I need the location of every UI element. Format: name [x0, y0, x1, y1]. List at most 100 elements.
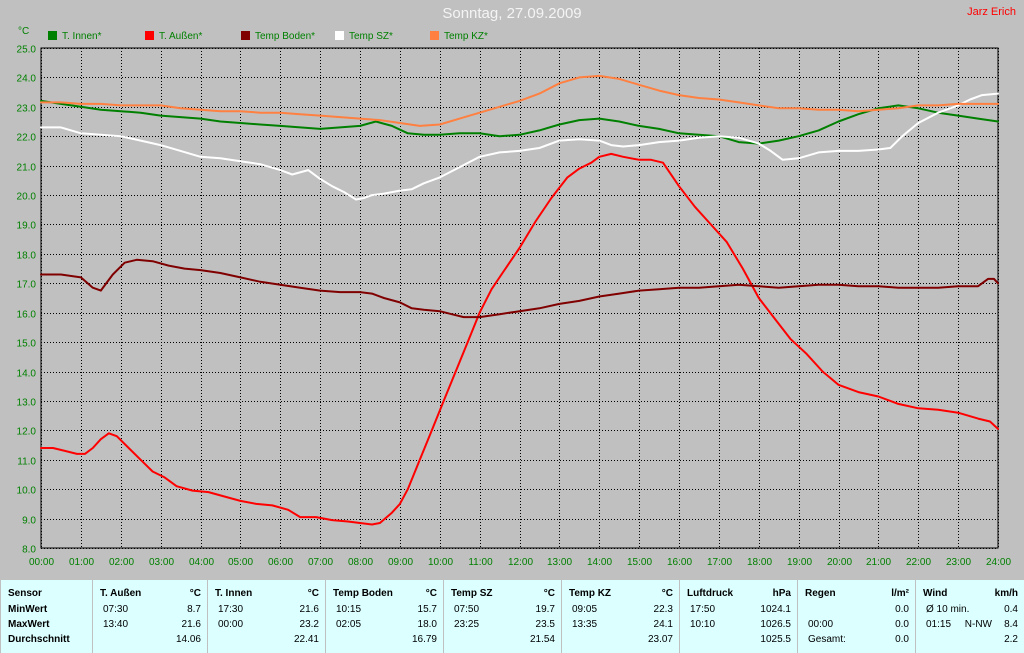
stats-column: Sensor MinWert MaxWert Durchschnitt: [1, 580, 92, 653]
stats-column-header: Temp Boden: [333, 588, 393, 599]
stats-value: 0.4: [1004, 604, 1018, 615]
stats-value: 23.5: [535, 619, 555, 630]
legend-label: T. Innen*: [62, 31, 102, 42]
y-tick-label: 17.0: [17, 280, 37, 291]
stats-column-header: Temp SZ: [451, 588, 493, 599]
stats-direction: N-NW: [964, 619, 992, 630]
legend-label: Temp SZ*: [349, 31, 393, 42]
x-tick-label: 07:00: [308, 557, 333, 568]
stats-table: Sensor MinWert MaxWert Durchschnitt T. Außen…: [0, 580, 1024, 653]
plot-area: [40, 47, 999, 549]
stats-column-header: Wind: [923, 588, 948, 599]
y-tick-label: 18.0: [17, 251, 37, 262]
temperature-chart: 8.0 9.0 10.0 11.0 12.0 13.0 14.0 15.0 16.0 17.0 18…: [17, 45, 1012, 569]
stats-column: Wind km/h Ø 10 min. 0.4 01:15 N-NW 8.4 2.2: [916, 580, 1024, 653]
stats-value: 21.6: [181, 619, 201, 630]
stats-time: Ø 10 min.: [926, 604, 970, 615]
stats-time: 23:25: [454, 619, 480, 630]
stats-value: 23.2: [299, 619, 319, 630]
stats-value: 21.54: [529, 634, 555, 645]
y-tick-label: 8.0: [22, 545, 36, 556]
y-axis: 8.0 9.0 10.0 11.0 12.0 13.0 14.0 15.0 16.0 17.0 18…: [17, 45, 37, 556]
stats-row-label: Durchschnitt: [8, 634, 70, 645]
stats-time: 00:00: [218, 619, 244, 630]
stats-value: 18.0: [417, 619, 437, 630]
stats-value: 22.41: [293, 634, 319, 645]
y-tick-label: 14.0: [17, 369, 37, 380]
legend-swatch-icon: [430, 31, 439, 40]
stats-time: Gesamt:: [808, 634, 846, 645]
stats-column-unit: °C: [661, 588, 673, 599]
stats-column-unit: km/h: [994, 588, 1018, 599]
legend-label: T. Außen*: [159, 31, 203, 42]
legend-swatch-icon: [145, 31, 154, 40]
legend-label: Temp KZ*: [444, 31, 488, 42]
x-tick-label: 22:00: [906, 557, 931, 568]
stats-time: 07:50: [454, 604, 480, 615]
y-tick-label: 10.0: [17, 486, 37, 497]
stats-value: 16.79: [411, 634, 437, 645]
stats-value: 24.1: [653, 619, 673, 630]
stats-time: 10:10: [690, 619, 716, 630]
stats-row-label: MinWert: [8, 604, 48, 615]
series-lines: [40, 74, 999, 526]
stats-value: 14.06: [175, 634, 201, 645]
y-unit-label: °C: [18, 26, 30, 37]
stats-column-unit: °C: [425, 588, 437, 599]
stats-time: 01:15: [926, 619, 952, 630]
legend-swatch-icon: [48, 31, 57, 40]
stats-value: 23.07: [647, 634, 673, 645]
x-tick-label: 19:00: [787, 557, 812, 568]
stats-column: Temp SZ °C 07:50 19.7 23:25 23.5 21.54: [444, 580, 561, 653]
stats-value: 8.4: [1004, 619, 1018, 630]
stats-value: 2.2: [1004, 634, 1018, 645]
y-tick-label: 11.0: [17, 457, 36, 468]
x-tick-label: 15:00: [627, 557, 652, 568]
stats-column-unit: l/m²: [891, 588, 909, 599]
stats-column-header: T. Innen: [215, 588, 253, 599]
stats-value: 1026.5: [760, 619, 791, 630]
y-tick-label: 25.0: [17, 45, 37, 56]
stats-column-header: Temp KZ: [569, 588, 612, 599]
stats-value: 0.0: [895, 619, 909, 630]
stats-column-header: Sensor: [8, 588, 42, 599]
stats-value: 1025.5: [760, 634, 791, 645]
stats-column-header: T. Außen: [100, 588, 142, 599]
x-tick-label: 21:00: [866, 557, 891, 568]
series-line: [40, 74, 999, 127]
x-tick-label: 14:00: [587, 557, 612, 568]
y-tick-label: 22.0: [17, 133, 37, 144]
x-tick-label: 06:00: [268, 557, 293, 568]
stats-column: T. Außen °C 07:30 8.7 13:40 21.6 14.06: [93, 580, 207, 653]
stats-column-header: Regen: [805, 588, 836, 599]
stats-column: Regen l/m² 0.0 00:00 0.0 Gesamt: 0.0: [798, 580, 915, 653]
y-tick-label: 23.0: [17, 104, 37, 115]
x-tick-label: 05:00: [228, 557, 253, 568]
stats-value: 19.7: [535, 604, 555, 615]
x-tick-label: 12:00: [508, 557, 533, 568]
x-tick-label: 09:00: [388, 557, 413, 568]
x-axis: 00:00 01:00 02:00 03:00 04:00 05:00 06:00 07:00…: [29, 557, 1011, 568]
x-tick-label: 11:00: [468, 557, 493, 568]
x-tick-label: 04:00: [189, 557, 214, 568]
stats-column: Temp Boden °C 10:15 15.7 02:05 18.0 16.79: [326, 580, 443, 653]
y-tick-label: 9.0: [22, 516, 36, 527]
stats-column-unit: °C: [543, 588, 555, 599]
x-tick-label: 00:00: [29, 557, 54, 568]
legend-item: T. Innen*: [48, 31, 101, 42]
legend-swatch-icon: [241, 31, 250, 40]
y-tick-label: 19.0: [17, 221, 37, 232]
stats-time: 13:40: [103, 619, 129, 630]
stats-column-unit: °C: [307, 588, 319, 599]
legend-swatch-icon: [335, 31, 344, 40]
stats-time: 09:05: [572, 604, 598, 615]
stats-column-unit: °C: [189, 588, 201, 599]
x-tick-label: 24:00: [986, 557, 1011, 568]
x-tick-label: 20:00: [827, 557, 852, 568]
x-tick-label: 13:00: [547, 557, 572, 568]
legend-label: Temp Boden*: [255, 31, 316, 42]
x-tick-label: 02:00: [109, 557, 134, 568]
stats-column-unit: hPa: [772, 588, 791, 599]
stats-time: 10:15: [336, 604, 362, 615]
stats-value: 1024.1: [760, 604, 791, 615]
